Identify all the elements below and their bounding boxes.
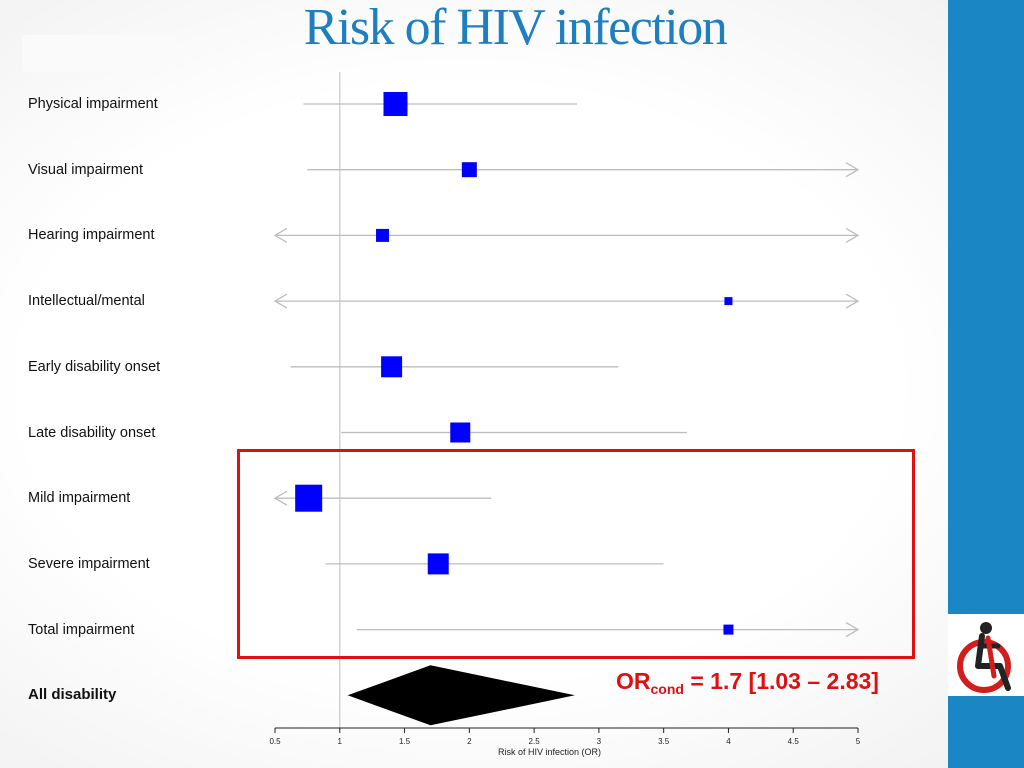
blank-patch [22,35,174,72]
row-label: Late disability onset [28,424,156,441]
point-estimate [723,624,734,635]
x-tick-label: 3.5 [658,737,670,746]
forest-plot: 0.5 1 1.5 2 2.5 3 3.5 4 4.5 5 Risk of HIV infectio… [269,72,861,757]
ci-arrow-right [845,622,860,638]
row-label: Total impairment [28,621,135,638]
point-estimate [724,297,733,306]
x-tick-label: 5 [856,737,861,746]
x-tick-label: 4 [726,737,731,746]
x-tick-label: 0.5 [269,737,281,746]
point-estimate [376,228,390,242]
row-label: All disability [28,686,117,704]
x-tick-label: 3 [597,737,602,746]
ci-arrow-right [845,293,860,309]
point-estimate [461,162,477,178]
point-estimate [383,92,408,116]
logo-box [948,614,1024,696]
row-label: Hearing impairment [28,227,155,244]
x-axis-label: Risk of HIV infection (OR) [498,747,601,757]
ci-arrow-left [273,490,288,506]
point-estimate [450,422,471,443]
annotation-prefix: OR [616,668,651,694]
row-label: Mild impairment [28,490,131,507]
point-estimate [295,484,323,512]
row-label: Severe impairment [28,555,150,572]
x-tick-label: 2.5 [529,737,541,746]
annotation-text: = 1.7 [1.03 – 2.83] [683,668,879,694]
ci-arrow-left [273,227,288,243]
row-label: Early disability onset [28,358,161,375]
highlight-box [237,449,915,659]
point-estimate [427,553,449,575]
row-label: Visual impairment [28,161,143,178]
ci-arrow-right [845,162,860,178]
x-tick-label: 2 [467,737,472,746]
wheelchair-icon [957,622,1011,693]
point-estimate [381,356,403,378]
ci-arrow-right [845,227,860,243]
annotation-subscript: cond [650,681,684,697]
x-tick-label: 1.5 [399,737,411,746]
ci-arrow-left [273,293,288,309]
x-tick-label: 1 [338,737,343,746]
row-label: Physical impairment [28,96,158,112]
summary-diamond [347,665,575,726]
row-label: Intellectual/mental [28,293,145,310]
x-tick-label: 4.5 [788,737,800,746]
slide-title: Risk of HIV infection [303,0,728,56]
summary-annotation: ORcond = 1.7 [1.03 – 2.83] [616,668,879,697]
